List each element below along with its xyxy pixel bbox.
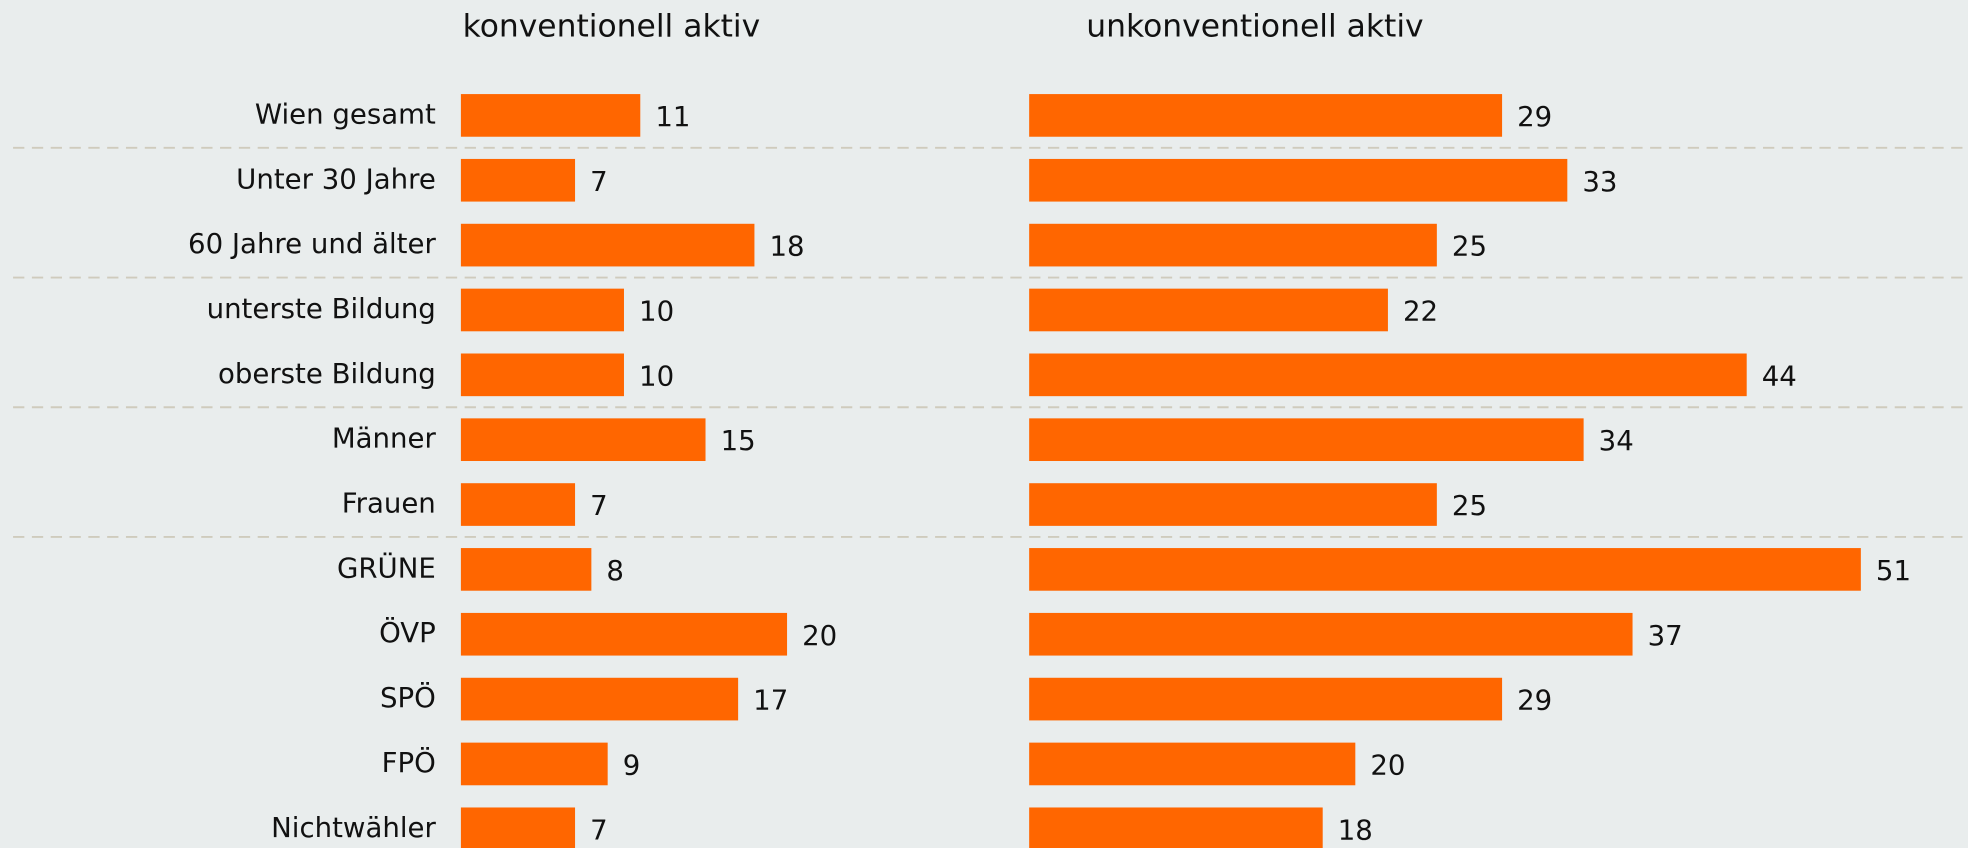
value-label: 7 xyxy=(590,165,608,198)
category-label: Männer xyxy=(332,422,437,455)
bar xyxy=(1029,807,1323,848)
value-label: 18 xyxy=(769,230,804,263)
category-label: FPÖ xyxy=(382,745,436,779)
value-label: 7 xyxy=(590,813,608,846)
panel-title: unkonventionell aktiv xyxy=(1086,9,1423,45)
bar xyxy=(1029,742,1356,786)
bar xyxy=(1029,612,1633,656)
value-label: 22 xyxy=(1403,294,1438,327)
category-label: GRÜNE xyxy=(337,550,436,584)
value-label: 18 xyxy=(1338,813,1373,846)
value-label: 37 xyxy=(1648,619,1683,652)
value-label: 34 xyxy=(1599,424,1634,457)
bar xyxy=(1029,158,1568,202)
value-label: 29 xyxy=(1517,684,1552,717)
bar xyxy=(460,418,706,462)
bar xyxy=(1029,677,1503,721)
category-label: Unter 30 Jahre xyxy=(236,162,436,195)
bar xyxy=(460,677,739,721)
category-label: SPÖ xyxy=(380,680,436,714)
value-label: 10 xyxy=(639,294,674,327)
bar xyxy=(460,288,624,332)
category-label: oberste Bildung xyxy=(218,357,436,390)
value-label: 11 xyxy=(655,100,690,133)
value-label: 20 xyxy=(802,619,837,652)
bar xyxy=(460,548,592,591)
category-label: Frauen xyxy=(342,487,436,520)
bar xyxy=(460,612,788,656)
value-label: 33 xyxy=(1582,165,1617,198)
bar xyxy=(460,158,576,202)
bar xyxy=(1029,418,1584,462)
value-label: 8 xyxy=(606,554,624,587)
value-label: 29 xyxy=(1517,100,1552,133)
category-label: Nichtwähler xyxy=(271,811,436,844)
bar xyxy=(460,483,576,526)
value-label: 20 xyxy=(1370,748,1405,781)
value-label: 17 xyxy=(753,684,788,717)
category-label: 60 Jahre und älter xyxy=(188,227,436,260)
value-label: 15 xyxy=(721,424,756,457)
bar xyxy=(1029,223,1437,267)
bar xyxy=(1029,353,1747,397)
bar xyxy=(460,223,755,267)
category-label: Wien gesamt xyxy=(255,97,436,130)
bar xyxy=(1029,94,1503,137)
bar xyxy=(460,94,641,137)
value-label: 25 xyxy=(1452,230,1487,263)
bar xyxy=(1029,288,1388,332)
panel-title: konventionell aktiv xyxy=(463,9,761,45)
bar xyxy=(1029,483,1437,526)
bar xyxy=(460,353,624,397)
bar xyxy=(1029,548,1861,591)
bar xyxy=(460,807,576,848)
category-label: ÖVP xyxy=(379,615,436,649)
value-label: 10 xyxy=(639,359,674,392)
value-label: 7 xyxy=(590,489,608,522)
bar xyxy=(460,742,608,786)
value-label: 9 xyxy=(623,748,641,781)
value-label: 25 xyxy=(1452,489,1487,522)
value-label: 51 xyxy=(1876,554,1911,587)
value-label: 44 xyxy=(1762,359,1797,392)
category-label: unterste Bildung xyxy=(207,292,436,325)
